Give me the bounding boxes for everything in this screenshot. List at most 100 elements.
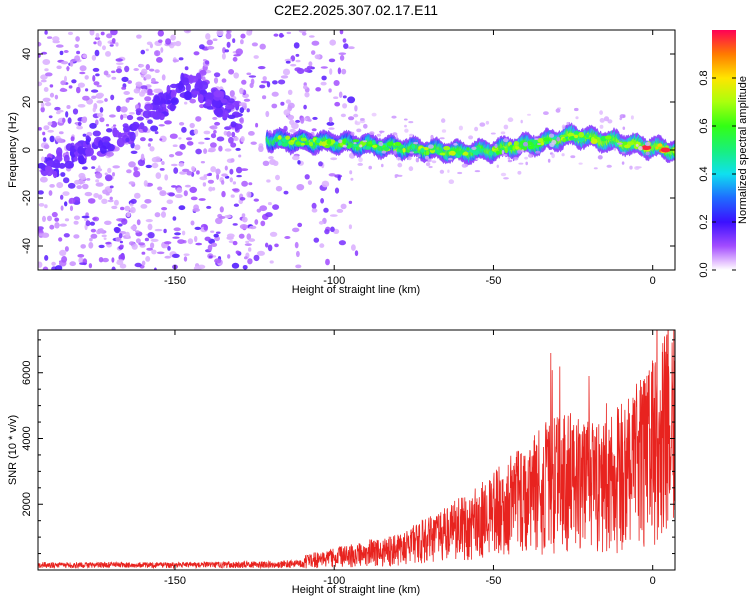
noise-blob	[231, 131, 236, 138]
ridge-highlight	[513, 141, 519, 146]
noise-blob	[259, 84, 266, 89]
noise-blob	[117, 259, 124, 262]
haze-blob	[500, 172, 507, 177]
noise-blob	[240, 39, 244, 45]
haze-blob	[597, 155, 603, 160]
noise-blob	[262, 160, 270, 166]
signal-blob	[211, 98, 222, 108]
ridge-highlight	[371, 139, 376, 145]
noise-blob	[260, 80, 269, 84]
noise-blob	[95, 73, 100, 77]
noise-blob	[323, 207, 329, 213]
colorbar-tick-label: 0.8	[698, 70, 710, 85]
haze-blob	[461, 163, 468, 168]
y-tick-label: 40	[21, 48, 33, 60]
noise-blob	[103, 70, 109, 76]
noise-blob	[60, 172, 66, 177]
spectrogram-x-label: Height of straight line (km)	[292, 284, 420, 296]
haze-blob	[503, 177, 509, 180]
noise-blob	[123, 91, 130, 95]
haze-blob	[404, 124, 407, 128]
noise-blob	[118, 233, 123, 239]
noise-blob	[183, 256, 188, 262]
noise-blob	[230, 194, 235, 198]
noise-blob	[271, 103, 278, 109]
noise-blob	[226, 41, 231, 48]
noise-blob	[207, 244, 213, 252]
haze-blob	[428, 144, 434, 149]
noise-blob	[90, 233, 98, 239]
noise-blob	[77, 122, 82, 126]
noise-blob	[92, 217, 97, 221]
noise-blob	[195, 148, 202, 155]
noise-blob	[328, 127, 335, 130]
noise-blob	[109, 114, 116, 118]
noise-blob	[289, 128, 297, 133]
noise-blob	[170, 163, 178, 167]
signal-blob	[220, 98, 228, 104]
noise-blob	[60, 205, 64, 211]
noise-blob	[40, 74, 48, 80]
noise-blob	[235, 48, 243, 56]
noise-blob	[73, 220, 79, 225]
signal-blob	[136, 116, 144, 121]
noise-blob	[253, 198, 259, 202]
noise-blob	[347, 46, 355, 50]
noise-blob	[43, 125, 50, 131]
noise-blob	[246, 108, 250, 113]
signal-blob	[199, 89, 207, 95]
noise-blob	[76, 125, 83, 130]
noise-blob	[63, 50, 69, 53]
noise-blob	[82, 95, 90, 101]
noise-blob	[287, 89, 293, 96]
noise-blob	[105, 51, 111, 57]
signal-blob	[58, 162, 66, 169]
noise-blob	[128, 241, 135, 246]
noise-blob	[145, 164, 152, 169]
ridge-highlight	[561, 134, 569, 137]
noise-blob	[231, 262, 240, 269]
noise-blob	[48, 190, 53, 196]
noise-blob	[38, 127, 42, 131]
noise-blob	[254, 219, 259, 225]
ridge-highlight	[627, 141, 635, 146]
ridge-highlight	[396, 148, 401, 152]
noise-blob	[170, 34, 176, 41]
noise-blob	[284, 236, 291, 239]
noise-blob	[51, 261, 56, 266]
noise-blob	[163, 228, 167, 234]
noise-blob	[62, 117, 66, 124]
haze-blob	[621, 161, 625, 165]
noise-blob	[140, 204, 148, 209]
noise-blob	[113, 124, 117, 127]
noise-blob	[145, 64, 150, 70]
noise-blob	[216, 136, 225, 142]
signal-blob	[123, 125, 130, 133]
noise-blob	[318, 161, 323, 167]
haze-blob	[556, 136, 561, 142]
haze-blob	[543, 111, 549, 115]
signal-blob	[213, 107, 223, 117]
x-tick-label: -150	[164, 575, 186, 587]
signal-blob	[63, 154, 70, 163]
haze-blob	[357, 162, 364, 166]
noise-blob	[259, 205, 268, 212]
noise-blob	[215, 168, 221, 175]
noise-blob	[241, 79, 247, 85]
noise-blob	[153, 88, 161, 94]
noise-blob	[262, 95, 267, 100]
noise-blob	[104, 172, 108, 176]
signal-blob	[98, 140, 104, 149]
noise-blob	[174, 194, 183, 199]
noise-blob	[244, 243, 252, 247]
ridge-highlight	[527, 140, 533, 145]
haze-blob	[396, 156, 401, 161]
noise-blob	[174, 232, 181, 236]
haze-blob	[570, 155, 576, 159]
noise-blob	[342, 38, 347, 43]
noise-blob	[54, 222, 60, 229]
noise-blob	[321, 75, 327, 81]
ridge-highlight	[291, 137, 295, 141]
noise-blob	[295, 53, 300, 57]
noise-blob	[183, 190, 188, 197]
